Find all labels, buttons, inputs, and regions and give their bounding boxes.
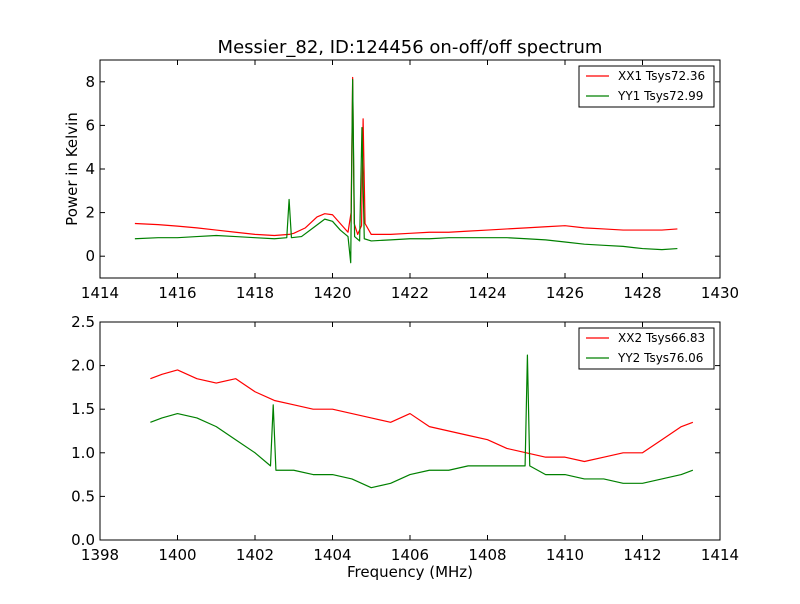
legend-box [578, 327, 715, 370]
y-tick-label: 1.0 [71, 444, 95, 462]
series-line-2-2 [150, 354, 694, 489]
x-tick-label: 1406 [391, 546, 429, 564]
y-tick-label: 8 [85, 73, 95, 91]
legend-entry: YY2 Tsys76.06 [617, 351, 703, 365]
legend-box [578, 65, 715, 108]
y-tick-label: 2 [85, 204, 95, 222]
y-tick-label: 4 [85, 160, 95, 178]
legend-entry: XX1 Tsys72.36 [618, 69, 705, 83]
x-tick-label: 1424 [468, 284, 506, 302]
x-tick-label: 1410 [546, 546, 584, 564]
x-tick-label: 1428 [623, 284, 661, 302]
x-tick-label: 1416 [158, 284, 196, 302]
x-tick-label: 1412 [623, 546, 661, 564]
x-tick-label: 1420 [313, 284, 351, 302]
series-line-1-2 [134, 79, 678, 264]
legend-1: XX1 Tsys72.36 YY1 Tsys72.99 [578, 65, 715, 108]
x-tick-label: 1398 [81, 546, 119, 564]
y-tick-label: 2.5 [71, 313, 95, 331]
chart-title: Messier_82, ID:124456 on-off/off spectru… [218, 37, 603, 58]
legend-2: XX2 Tsys66.83 YY2 Tsys76.06 [578, 327, 715, 370]
x-tick-label: 1426 [546, 284, 584, 302]
x-tick-label: 1430 [701, 284, 739, 302]
y-tick-label: 0.0 [71, 531, 95, 549]
x-tick-label: 1404 [313, 546, 351, 564]
x-tick-label: 1402 [236, 546, 274, 564]
subplot-1: 1414 1416 1418 1420 1422 1424 1426 1428 1430 0 2 4 6… [63, 59, 739, 302]
legend-entry: YY1 Tsys72.99 [617, 89, 703, 103]
x-tick-label: 1408 [468, 546, 506, 564]
y-tick-label: 1.5 [71, 400, 95, 418]
y-axis-label: Power in Kelvin [63, 112, 81, 226]
x-tick-label: 1418 [236, 284, 274, 302]
subplot-2: 1398 1400 1402 1404 1406 1408 1410 1412 1414 0.0 0… [71, 313, 739, 581]
y-tick-label: 6 [85, 116, 95, 134]
x-tick-label: 1400 [158, 546, 196, 564]
y-tick-label: 2.0 [71, 357, 95, 375]
series-line-2-1 [150, 369, 694, 463]
x-axis-label: Frequency (MHz) [347, 563, 473, 581]
x-tick-label: 1422 [391, 284, 429, 302]
y-tick-label: 0.5 [71, 487, 95, 505]
x-tick-label: 1414 [701, 546, 739, 564]
y-tick-label: 0 [85, 247, 95, 265]
x-tick-label: 1414 [81, 284, 119, 302]
legend-entry: XX2 Tsys66.83 [618, 331, 705, 345]
